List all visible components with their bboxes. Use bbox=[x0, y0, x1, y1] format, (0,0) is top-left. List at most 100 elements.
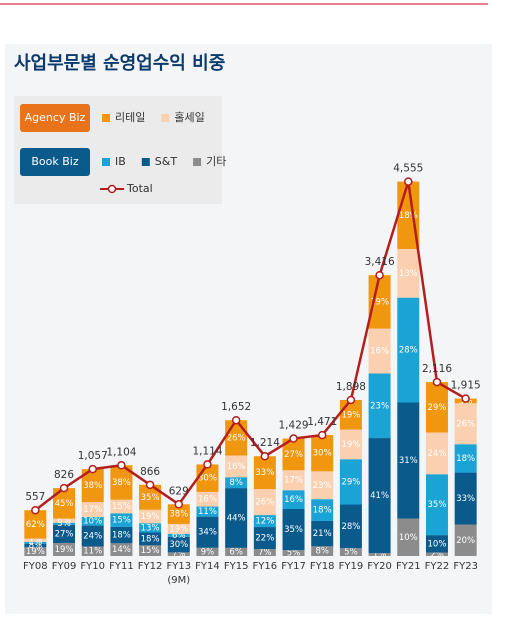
x-tick-label: FY23 bbox=[453, 561, 478, 572]
segment-label: 27% bbox=[55, 529, 74, 539]
bar-segment bbox=[454, 524, 477, 556]
segment-label: 23% bbox=[313, 481, 332, 491]
bar-segment bbox=[167, 523, 190, 534]
total-label: 866 bbox=[140, 466, 160, 478]
segment-label: 19% bbox=[141, 512, 160, 522]
total-marker bbox=[461, 394, 470, 403]
segment-label: 23% bbox=[370, 401, 389, 411]
segment-label: 18% bbox=[399, 211, 418, 221]
total-marker bbox=[117, 461, 126, 470]
segment-label: 26% bbox=[255, 498, 274, 508]
segment-label: 16% bbox=[198, 495, 217, 505]
segment-label: 34% bbox=[198, 528, 217, 538]
bar-segment bbox=[339, 548, 362, 556]
bar-segment bbox=[24, 543, 47, 548]
bar-segment bbox=[81, 469, 104, 503]
bar-segment bbox=[253, 515, 276, 528]
total-label: 826 bbox=[54, 469, 74, 481]
x-tick-label: FY10 bbox=[80, 561, 106, 572]
x-tick-label: FY22 bbox=[424, 561, 450, 572]
legend-group-label: Agency Biz bbox=[25, 111, 86, 124]
bar-segment bbox=[311, 435, 334, 472]
x-tick-label: FY15 bbox=[223, 561, 249, 572]
total-label: 4,555 bbox=[393, 163, 423, 175]
segment-label: 8% bbox=[229, 478, 243, 488]
total-label: 1,471 bbox=[307, 416, 337, 428]
total-label: 1,104 bbox=[106, 446, 136, 458]
legend-swatch bbox=[141, 158, 150, 166]
segment-label: 19% bbox=[341, 440, 360, 450]
legend-group-label: Book Biz bbox=[31, 155, 78, 168]
legend-swatch bbox=[102, 114, 110, 122]
segment-label: 9% bbox=[201, 547, 215, 557]
total-marker bbox=[203, 460, 212, 469]
bar-segment bbox=[282, 438, 305, 471]
segment-label: 38% bbox=[169, 510, 188, 520]
bar-segment bbox=[53, 518, 76, 523]
segment-label: 18% bbox=[456, 454, 475, 464]
bar-segment bbox=[167, 536, 190, 553]
total-marker bbox=[88, 464, 97, 474]
legend-group-box bbox=[20, 104, 90, 132]
segment-label: 11% bbox=[83, 547, 102, 557]
total-label: 1,114 bbox=[192, 445, 222, 457]
bar-segment bbox=[139, 545, 162, 556]
segment-label: 44% bbox=[227, 513, 246, 523]
total-marker bbox=[289, 434, 298, 443]
bar-segment bbox=[81, 525, 104, 547]
segment-label: 16% bbox=[284, 495, 303, 505]
x-tick-label: FY17 bbox=[281, 561, 306, 572]
segment-label: 24% bbox=[428, 449, 447, 459]
x-tick-label: FY12 bbox=[137, 561, 163, 572]
segment-label: 15% bbox=[112, 502, 131, 512]
bar-segment bbox=[24, 547, 47, 556]
bar-segment bbox=[311, 520, 334, 547]
segment-label: 30% bbox=[169, 540, 188, 550]
segment-label: 17% bbox=[284, 476, 303, 486]
segment-label: 24% bbox=[83, 532, 102, 542]
bar-segment bbox=[282, 490, 305, 510]
total-label: 1,652 bbox=[221, 401, 251, 413]
total-marker bbox=[231, 415, 241, 425]
total-label: 1,429 bbox=[279, 420, 309, 432]
total-line bbox=[34, 181, 467, 512]
total-marker bbox=[260, 451, 270, 461]
segment-label: 38% bbox=[83, 481, 102, 491]
segment-label: 33% bbox=[456, 494, 475, 504]
segment-label: 19% bbox=[26, 547, 45, 557]
bar-segment bbox=[167, 552, 190, 556]
legend-label: 리테일 bbox=[115, 110, 145, 124]
total-marker bbox=[31, 505, 40, 515]
x-tick-label: FY08 bbox=[23, 561, 48, 572]
total-label: 557 bbox=[25, 491, 45, 503]
bar-segment bbox=[110, 526, 133, 544]
segment-label: 10% bbox=[428, 539, 447, 549]
segment-label: 7% bbox=[258, 548, 272, 558]
bar-segment bbox=[139, 509, 162, 524]
segment-label: 6% bbox=[57, 516, 71, 526]
segment-label: 5% bbox=[344, 548, 358, 558]
bar-segment bbox=[225, 488, 248, 548]
bar-segment bbox=[24, 538, 47, 542]
bar-segment bbox=[339, 429, 362, 460]
bar-segment bbox=[81, 502, 104, 517]
segment-label: 41% bbox=[370, 491, 389, 501]
segment-label: 18% bbox=[112, 531, 131, 541]
total-label: 1,214 bbox=[250, 437, 280, 449]
segment-label: 62% bbox=[26, 520, 45, 530]
segment-label: 26% bbox=[456, 419, 475, 429]
segment-label: 11% bbox=[198, 507, 217, 517]
legend-swatch bbox=[193, 158, 202, 166]
bar-segment bbox=[253, 549, 276, 556]
legend-group-box bbox=[20, 148, 90, 176]
segment-label: 29% bbox=[428, 403, 447, 413]
bar-segment bbox=[139, 532, 162, 546]
total-marker bbox=[404, 177, 413, 186]
bar-segment bbox=[110, 465, 133, 500]
bar-segment bbox=[53, 488, 76, 519]
segment-label: 27% bbox=[284, 450, 303, 460]
segment-label: 35% bbox=[284, 525, 303, 535]
segment-label: 30% bbox=[313, 449, 332, 459]
